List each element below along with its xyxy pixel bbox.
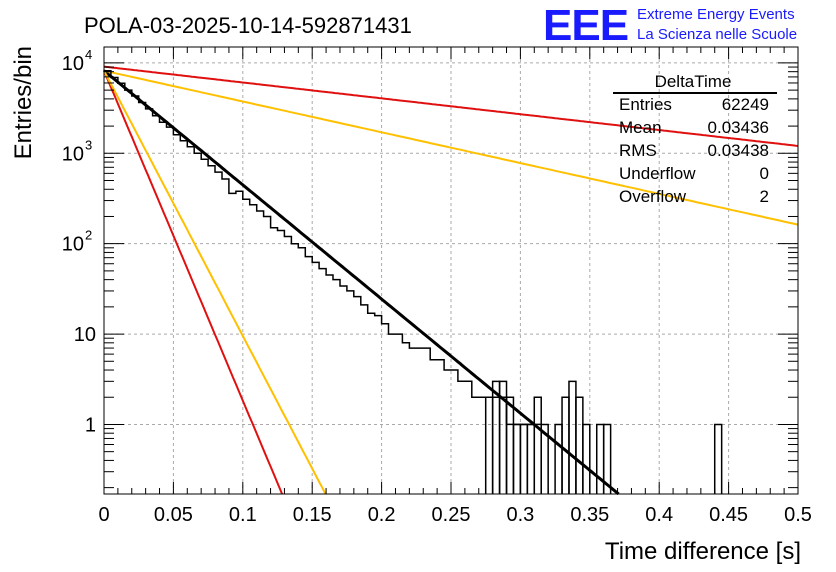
histogram-bin	[595, 423, 605, 494]
histogram-bin	[561, 396, 570, 494]
logo-line1: Extreme Energy Events	[637, 6, 795, 23]
stats-title: DeltaTime	[655, 72, 732, 91]
fit-curves	[103, 65, 799, 496]
x-axis-label: Time difference [s]	[605, 538, 801, 565]
histogram-bin	[491, 380, 501, 494]
histogram-bin	[602, 423, 612, 494]
x-tick-label: 0.05	[154, 504, 193, 526]
histogram-bin	[526, 423, 536, 494]
histogram-outline	[103, 69, 542, 426]
x-tick-label: 0.2	[368, 504, 396, 526]
y-axis-label: Entries/bin	[10, 46, 37, 159]
x-tick-label: 0.15	[293, 504, 332, 526]
histogram-bin	[568, 380, 577, 494]
fit-curve	[103, 70, 284, 495]
fit-curve	[103, 69, 799, 226]
x-tick-label: 0.1	[229, 504, 257, 526]
x-tick-label: 0.3	[506, 504, 534, 526]
stats-value: 0.03438	[708, 141, 769, 160]
logo-line2: La Scienza nelle Scuole	[637, 26, 797, 43]
y-tick-label: 10	[74, 324, 96, 346]
eee-logo: EEE Extreme Energy Events La Scienza nel…	[543, 1, 797, 50]
histogram-bin	[540, 423, 549, 494]
fit-curve	[103, 70, 327, 495]
histogram-bin	[575, 396, 584, 494]
grid-lines	[104, 47, 798, 494]
stats-rows: Entries 62249 Mean 0.03436 RMS 0.03438 Underfl…	[619, 95, 769, 206]
stats-value: 62249	[722, 95, 769, 114]
fit-curve	[103, 65, 799, 147]
stats-value: 2	[760, 187, 769, 206]
stats-label: Underflow	[619, 164, 696, 183]
y-tick-label: 10	[62, 234, 84, 256]
histogram	[103, 69, 723, 494]
stats-label: RMS	[619, 141, 657, 160]
x-tick-label: 0.45	[709, 504, 748, 526]
x-tick-label: 0.5	[784, 504, 812, 526]
stats-value: 0.03436	[708, 118, 769, 137]
stats-label: Mean	[619, 118, 662, 137]
stats-value: 0	[760, 164, 769, 183]
y-tick-exponent: 2	[85, 228, 92, 243]
x-tick-label: 0.4	[645, 504, 673, 526]
histogram-bin	[484, 396, 494, 494]
chart-title: POLA-03-2025-10-14-592871431	[84, 13, 412, 38]
x-tick-label: 0.35	[570, 504, 609, 526]
axis-ticks	[103, 47, 799, 494]
histogram-bin	[582, 423, 591, 494]
y-tick-label: 10	[62, 143, 84, 165]
y-tick-exponent: 3	[85, 137, 92, 152]
logo-mark: EEE	[543, 1, 628, 50]
histogram-bin	[519, 423, 529, 494]
stats-box: DeltaTime Entries 62249 Mean 0.03436 RMS 0.03…	[613, 72, 777, 206]
histogram-bin	[713, 423, 723, 494]
histogram-bin	[533, 396, 542, 494]
y-tick-label: 10	[62, 53, 84, 75]
y-tick-label: 1	[85, 414, 96, 436]
x-tick-labels: 0 0.05 0.1 0.15 0.2 0.25 0.3 0.35 0.4 0.45 0.5	[98, 504, 811, 526]
histogram-bin	[512, 423, 522, 494]
histogram-bin	[505, 396, 515, 494]
x-tick-label: 0.25	[432, 504, 471, 526]
stats-label: Entries	[619, 95, 672, 114]
y-tick-exponent: 4	[85, 47, 92, 62]
stats-label: Overflow	[619, 187, 687, 206]
x-tick-label: 0	[98, 504, 109, 526]
histogram-bin	[554, 423, 563, 494]
